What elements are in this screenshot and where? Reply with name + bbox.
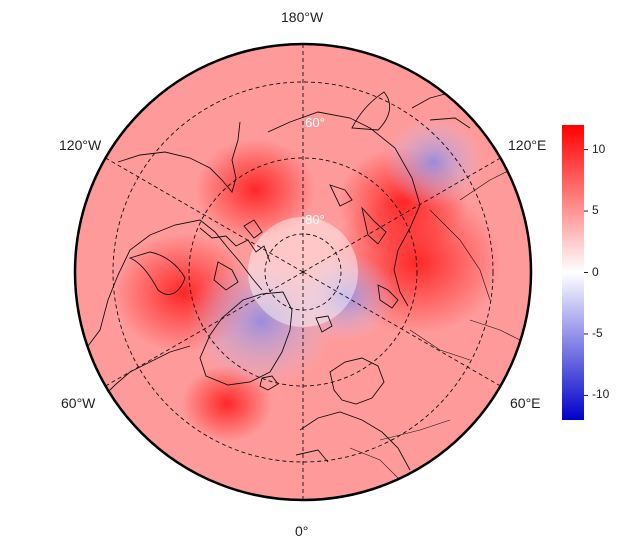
north-america-coast: [84, 219, 263, 401]
anomaly-field: [113, 117, 502, 442]
lon-label-60e: 60°E: [510, 395, 541, 411]
siberia-coast: [267, 111, 421, 307]
scandinavia-coast: [295, 357, 411, 471]
kamchatka-coast: [351, 91, 471, 131]
svalbard-coast: [315, 315, 333, 333]
iceland-coast: [259, 375, 279, 391]
lon-label-120w: 120°W: [59, 137, 102, 153]
novaya-zemlya-coast: [377, 284, 399, 309]
graticule-lon-120: [302, 157, 501, 273]
colorbar-tick-label: 10: [592, 141, 606, 156]
coastlines: [84, 91, 521, 481]
lat-label-60: 60°: [305, 115, 325, 130]
graticule-lon-240: [105, 157, 304, 273]
lon-label-60w: 60°W: [61, 395, 96, 411]
alaska-coast: [117, 121, 241, 193]
asia-borders: [349, 169, 521, 481]
colorbar-tick-label: -10: [592, 387, 610, 402]
colorbar-tick-label: 0: [592, 264, 599, 279]
graticule-lon-60: [302, 271, 501, 387]
colorbar-tick-label: 5: [592, 203, 599, 218]
lon-label-120e: 120°E: [508, 137, 547, 153]
colorbar: [562, 125, 588, 420]
colorbar-ramp: [562, 125, 584, 420]
map-border: [73, 42, 533, 502]
cool-patch-northeast-asia: [383, 117, 484, 208]
warm-patch-alaska-yukon: [195, 138, 316, 241]
graticule: [105, 44, 501, 500]
greenland-coast: [199, 291, 293, 386]
colorbar-tick-label: -5: [592, 325, 603, 340]
lat-label-80: 80°: [305, 212, 325, 227]
lon-label-0: 0°: [295, 523, 309, 539]
lon-label-180w: 180°W: [281, 9, 324, 25]
graticule-lat-40: [112, 81, 494, 463]
graticule-lon-300: [105, 271, 304, 387]
canadian-archipelago: [199, 219, 271, 291]
